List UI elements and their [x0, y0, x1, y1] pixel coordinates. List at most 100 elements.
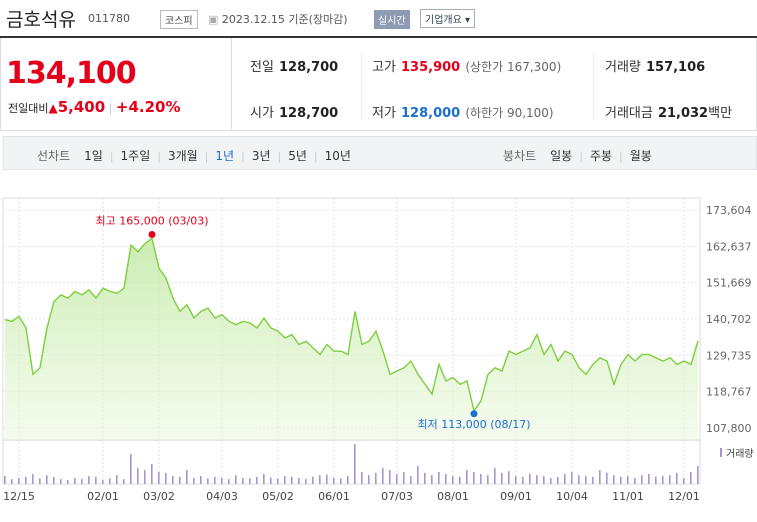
volume-bar	[74, 478, 76, 484]
volume-bar	[452, 476, 454, 484]
sep: |	[619, 150, 623, 163]
header-rule	[0, 36, 757, 38]
tab[interactable]: 주봉	[589, 149, 613, 163]
volume-bar	[508, 471, 510, 484]
x-tick-label: 07/03	[381, 490, 413, 503]
volume-bar	[417, 466, 419, 484]
realtime-button[interactable]: 실시간	[374, 10, 410, 29]
y-tick-label: 173,604	[706, 204, 752, 217]
quote-label: 거래량	[605, 60, 641, 75]
quote-label: 고가	[372, 60, 396, 75]
volume-bar	[277, 478, 279, 484]
tab[interactable]: 1주일	[120, 149, 151, 163]
sep: |	[204, 150, 209, 163]
sep: |	[579, 150, 583, 163]
y-tick-label: 162,637	[706, 240, 752, 253]
volume-bar	[312, 476, 314, 484]
volume-bar	[18, 478, 20, 484]
volume-bar	[340, 478, 342, 484]
quote-unit: 백만	[708, 106, 733, 121]
volume-bar	[564, 474, 566, 484]
x-tick-label: 10/04	[556, 490, 588, 503]
volume-bar	[424, 472, 426, 484]
quote-value: 135,900	[401, 60, 461, 75]
volume-bar	[522, 476, 524, 484]
sep: |	[277, 150, 282, 163]
volume-bar	[151, 464, 153, 484]
volume-bar	[473, 472, 475, 484]
volume-bar	[221, 477, 223, 484]
volume-bar	[116, 475, 118, 484]
volume-bar	[137, 468, 139, 484]
volume-bar	[102, 480, 104, 484]
volume-bar	[403, 472, 405, 484]
overview-text[interactable]: 기업개요	[425, 15, 462, 26]
tab[interactable]: 3개월	[167, 149, 198, 163]
volume-bar	[550, 478, 552, 484]
volume-bar	[193, 478, 195, 484]
stock-code: 011780	[88, 12, 130, 25]
volume-bar	[620, 476, 622, 484]
volume-bar	[697, 466, 699, 484]
overview-button[interactable]: 기업개요 ▾	[420, 9, 476, 28]
tab[interactable]: 5년	[288, 149, 307, 163]
annotation: 최고 165,000 (03/03)	[95, 215, 208, 228]
x-tick-label: 04/03	[206, 490, 238, 503]
volume-bar	[60, 479, 62, 484]
volume-bar	[361, 472, 363, 484]
tab[interactable]: 월봉	[629, 149, 652, 163]
volume-bar	[669, 475, 671, 484]
volume-bar	[494, 468, 496, 484]
tab[interactable]: 3년	[251, 149, 271, 163]
y-tick-label: 151,669	[706, 277, 752, 290]
date: ▣ 2023.12.15 기준(장마감)	[208, 11, 348, 27]
volume-bar	[4, 476, 6, 484]
volume-bar	[578, 475, 580, 484]
x-tick-label: 11/01	[612, 490, 644, 503]
x-tick-label: 12/15	[3, 490, 35, 503]
tab[interactable]: 1일	[84, 149, 103, 163]
price-line	[4, 237, 699, 413]
volume-bar	[228, 479, 230, 484]
volume-bar	[214, 476, 216, 484]
extreme-dot	[470, 410, 478, 418]
volume-bar	[543, 476, 545, 484]
volume-bar	[144, 470, 146, 484]
volume-bar	[438, 472, 440, 484]
volume-bar	[291, 476, 293, 484]
volume-bar	[25, 476, 27, 484]
volume-bar	[46, 475, 48, 484]
volume-bar	[627, 476, 629, 484]
tab[interactable]: 일봉	[550, 149, 573, 163]
volume-bar	[648, 474, 650, 484]
volume-bar	[445, 474, 447, 484]
quote-value: 21,032	[657, 106, 709, 121]
volume-bar	[305, 479, 307, 484]
quote-cell: 전일 128,700	[250, 56, 338, 75]
volume-bar	[501, 472, 503, 484]
volume-bar	[95, 476, 97, 484]
divider	[361, 52, 362, 120]
volume-bar	[11, 479, 13, 484]
sep: |	[157, 150, 161, 163]
volume-bar	[242, 478, 244, 484]
change-pct: +4.20%	[115, 98, 181, 116]
line-tabs: 선차트 1일 | 1주일 | 3개월 | 1년 | 3년 | 5년 | 10년	[30, 145, 358, 164]
volume-bar	[389, 470, 391, 484]
volume-bar	[109, 478, 111, 484]
tab[interactable]: 1년	[215, 149, 235, 163]
tab[interactable]: 10년	[324, 149, 351, 163]
volume-bar	[200, 476, 202, 484]
volume-bar	[284, 476, 286, 484]
quote-value: 157,106	[645, 60, 706, 75]
x-tick-label: 08/01	[437, 490, 469, 503]
volume-bar	[571, 472, 573, 484]
sep: |	[313, 150, 318, 163]
plot-frame	[2, 197, 701, 485]
legend-label: 거래량	[726, 448, 754, 460]
quote-cell: 거래량 157,106	[605, 56, 705, 75]
volume-bar	[333, 477, 335, 484]
quote-note: (하한가 90,100)	[465, 106, 554, 120]
volume-bar	[375, 472, 377, 484]
